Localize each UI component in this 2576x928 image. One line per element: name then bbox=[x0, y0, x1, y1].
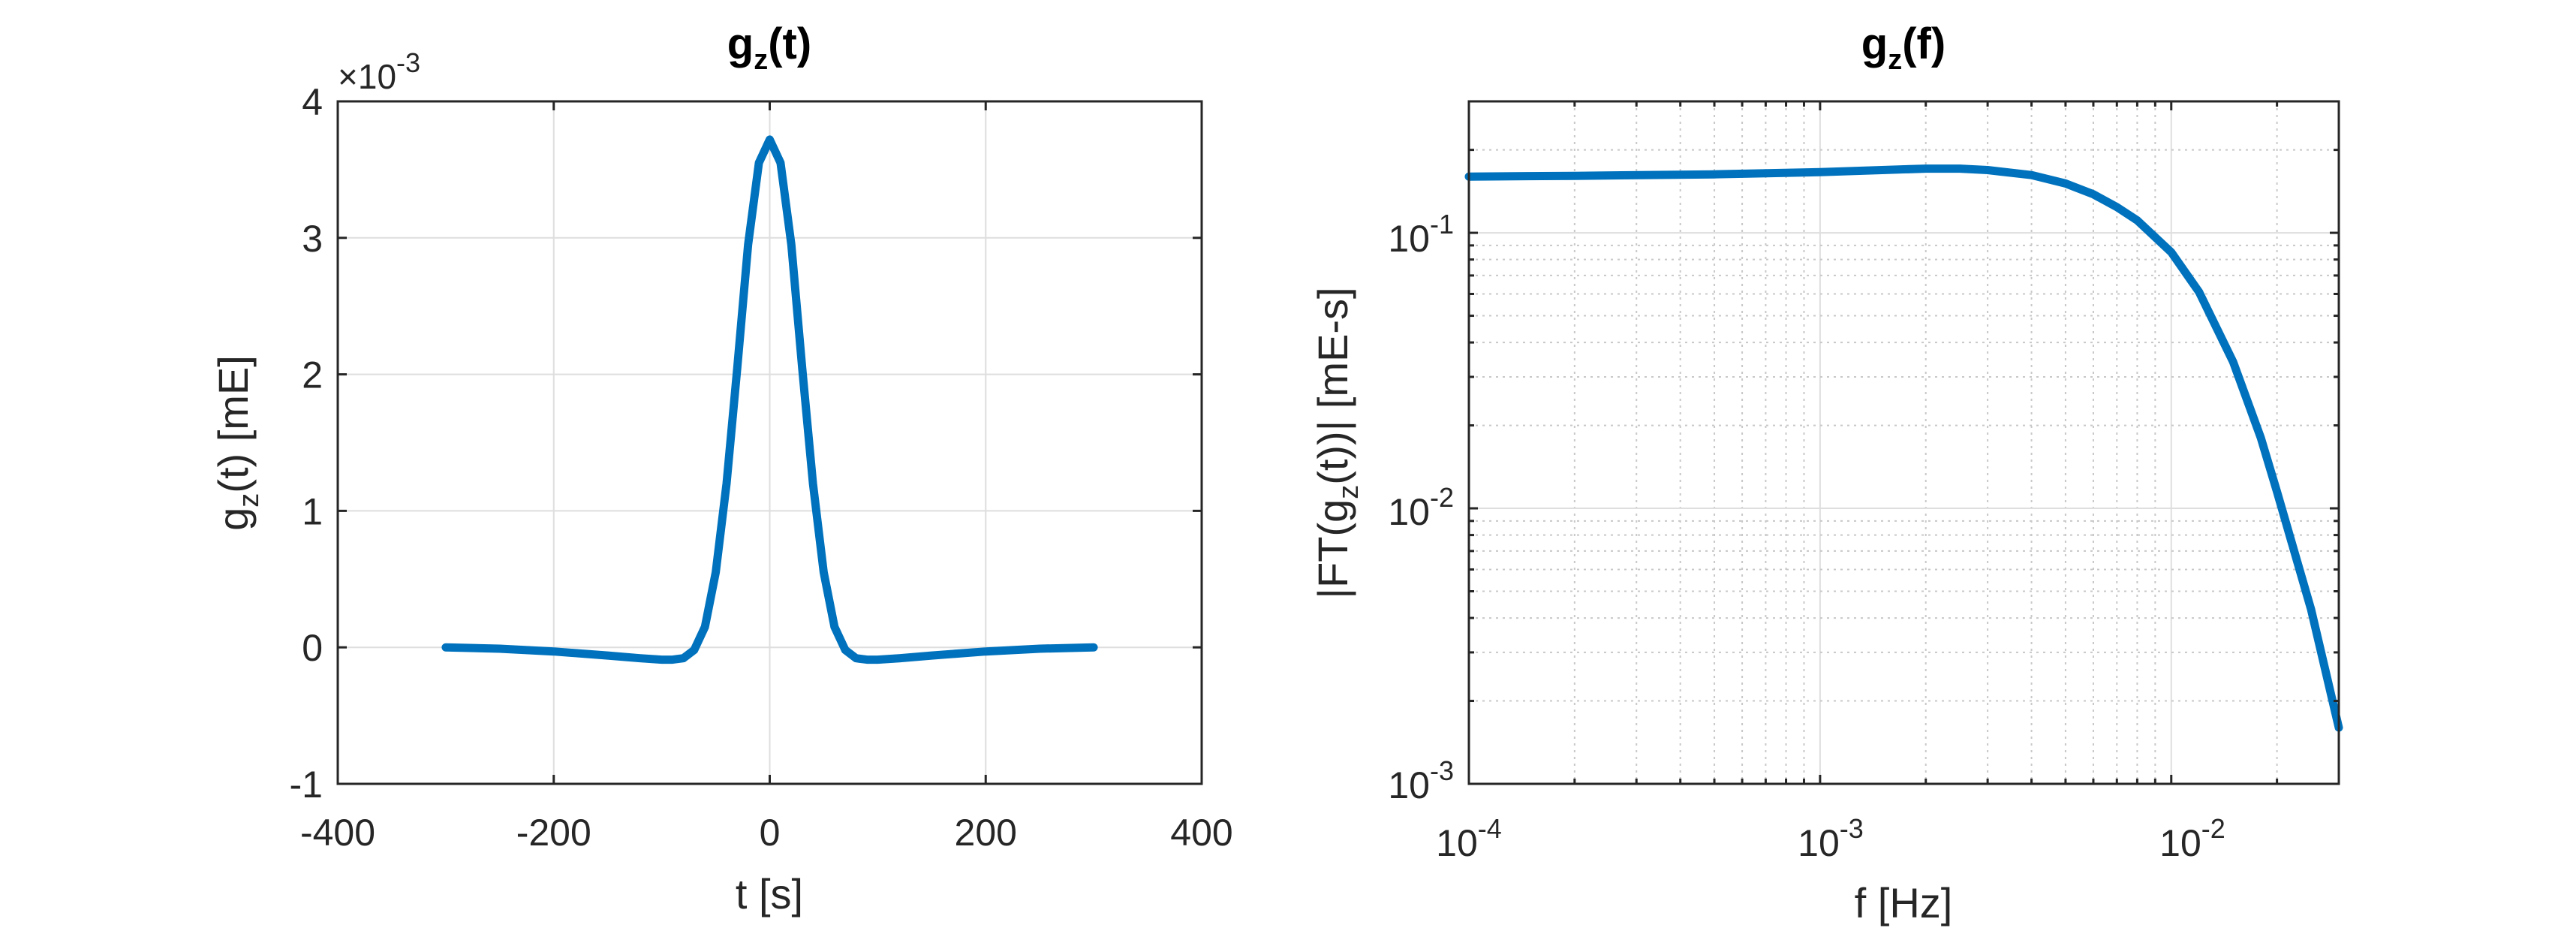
x-tick-label: 0 bbox=[760, 812, 781, 854]
y-multiplier-exponent: -3 bbox=[396, 47, 420, 78]
chart-title: gz(t) bbox=[727, 20, 811, 76]
x-tick-labels: 10-4 10-3 10-2 bbox=[1436, 813, 2225, 864]
y-tick-base: 10 bbox=[1388, 764, 1430, 806]
tick-marks bbox=[1467, 100, 2340, 785]
x-tick-base: 10 bbox=[2159, 822, 2201, 864]
grid bbox=[1469, 101, 2339, 784]
y-tick-label: 2 bbox=[302, 354, 323, 396]
frequency-domain-chart: 10-4 10-3 10-2 10-3 10-2 10-1 gz(f) f [H… bbox=[1309, 20, 2343, 926]
y-axis-label-suffix: (t))| [mE-s] bbox=[1309, 287, 1356, 484]
y-tick-exponent: -2 bbox=[1430, 482, 1454, 513]
x-tick-base: 10 bbox=[1798, 822, 1840, 864]
chart-title: gz(f) bbox=[1861, 20, 1946, 76]
y-tick-label: 0 bbox=[302, 627, 323, 669]
y-tick-labels: 10-3 10-2 10-1 bbox=[1388, 209, 1454, 806]
x-tick-label: 200 bbox=[955, 812, 1017, 854]
chart-title-main: g bbox=[1861, 20, 1888, 68]
tick-marks bbox=[336, 100, 1203, 785]
y-tick-labels: -1 0 1 2 3 4 bbox=[290, 81, 323, 806]
plot-frame bbox=[1467, 100, 2340, 785]
x-tick-label: 10-2 bbox=[2159, 813, 2225, 864]
y-tick-label: 10-1 bbox=[1388, 209, 1454, 260]
y-axis-label-subscript: z bbox=[1333, 485, 1365, 499]
chart-title-suffix: (f) bbox=[1902, 20, 1946, 68]
y-multiplier-base: ×10 bbox=[338, 57, 396, 96]
x-tick-base: 10 bbox=[1436, 822, 1478, 864]
x-tick-exponent: -2 bbox=[2201, 813, 2225, 844]
y-axis-label: gz(t) [mE] bbox=[209, 355, 265, 531]
chart-title-suffix: (t) bbox=[768, 20, 811, 68]
y-axis-label-main: |FT(g bbox=[1309, 499, 1356, 599]
x-axis-label: f [Hz] bbox=[1855, 879, 1953, 926]
data-line bbox=[441, 135, 1098, 664]
data-line bbox=[1464, 164, 2343, 732]
y-tick-base: 10 bbox=[1388, 218, 1430, 260]
y-axis-label-suffix: (t) [mE] bbox=[209, 355, 257, 493]
y-tick-label: 1 bbox=[302, 490, 323, 532]
x-tick-label: -400 bbox=[300, 812, 375, 854]
x-axis-label: t [s] bbox=[736, 870, 803, 917]
y-tick-label: 10-3 bbox=[1388, 755, 1454, 806]
x-tick-label: 10-3 bbox=[1798, 813, 1864, 864]
y-axis-label-main: g bbox=[209, 508, 257, 531]
plot-area bbox=[1469, 101, 2339, 784]
y-tick-label: 10-2 bbox=[1388, 482, 1454, 533]
x-tick-label: -200 bbox=[516, 812, 591, 854]
y-tick-label: -1 bbox=[290, 764, 323, 806]
x-tick-label: 10-4 bbox=[1436, 813, 1502, 864]
y-tick-exponent: -1 bbox=[1430, 209, 1454, 240]
y-tick-label: 4 bbox=[302, 81, 323, 123]
y-axis-label: |FT(gz(t))| [mE-s] bbox=[1309, 287, 1365, 598]
y-axis-label-subscript: z bbox=[233, 493, 265, 508]
y-tick-label: 3 bbox=[302, 218, 323, 260]
x-tick-exponent: -3 bbox=[1840, 813, 1864, 844]
y-tick-base: 10 bbox=[1388, 491, 1430, 533]
chart-title-subscript: z bbox=[754, 44, 768, 76]
y-multiplier: ×10-3 bbox=[338, 47, 420, 96]
y-tick-exponent: -3 bbox=[1430, 755, 1454, 786]
x-tick-exponent: -4 bbox=[1478, 813, 1502, 844]
x-tick-labels: -400 -200 0 200 400 bbox=[300, 812, 1233, 854]
chart-title-main: g bbox=[727, 20, 754, 68]
x-tick-label: 400 bbox=[1170, 812, 1232, 854]
chart-title-subscript: z bbox=[1888, 44, 1902, 76]
